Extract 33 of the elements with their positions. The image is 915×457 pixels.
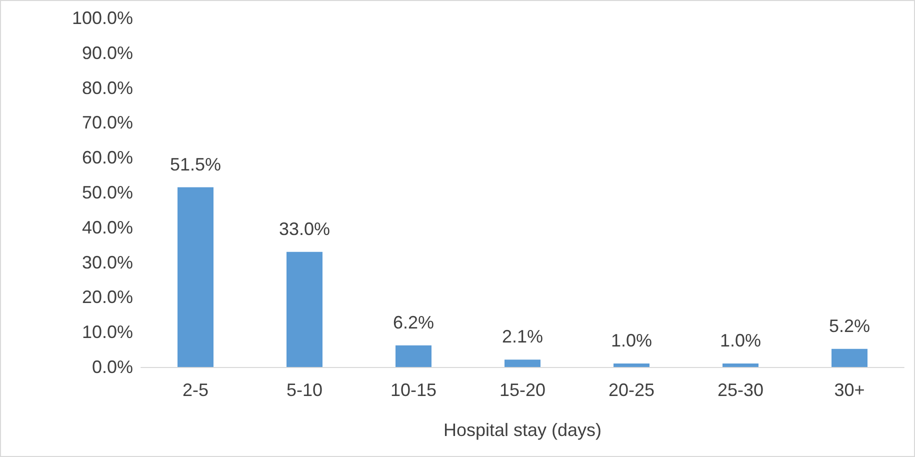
y-tick-label: 50.0% — [82, 182, 133, 202]
x-tick-label: 30+ — [834, 380, 865, 400]
data-label: 6.2% — [392, 312, 434, 332]
bar — [286, 252, 322, 367]
data-label: 2.1% — [502, 326, 544, 347]
x-tick-label: 2-5 — [182, 380, 209, 400]
bar — [504, 360, 540, 367]
x-tick-label: 20-25 — [608, 380, 655, 400]
x-tick-label: 15-20 — [499, 380, 546, 400]
x-tick-label: 5-10 — [286, 380, 323, 400]
y-tick-label: 80.0% — [82, 78, 133, 98]
data-label: 51.5% — [170, 154, 222, 174]
bar — [178, 187, 214, 367]
x-axis-title: Hospital stay (days) — [443, 420, 602, 440]
y-tick-label: 100.0% — [72, 8, 133, 28]
y-tick-label: 60.0% — [82, 148, 133, 168]
bar — [832, 348, 868, 367]
data-label: 5.2% — [828, 316, 870, 336]
y-tick-label: 0.0% — [92, 357, 133, 377]
data-label: 1.0% — [720, 330, 762, 351]
y-tick-label: 10.0% — [82, 322, 133, 342]
y-tick-label: 90.0% — [82, 42, 133, 63]
bar — [722, 364, 758, 367]
data-label: 1.0% — [610, 330, 652, 351]
data-label: 33.0% — [278, 218, 330, 239]
y-tick-label: 30.0% — [82, 252, 133, 272]
bar — [614, 364, 650, 367]
y-tick-label: 70.0% — [82, 112, 133, 133]
bar — [396, 345, 432, 367]
y-tick-label: 20.0% — [82, 287, 133, 308]
x-tick-label: 25-30 — [717, 380, 764, 400]
x-tick-label: 10-15 — [390, 380, 437, 400]
y-tick-label: 40.0% — [82, 217, 133, 238]
